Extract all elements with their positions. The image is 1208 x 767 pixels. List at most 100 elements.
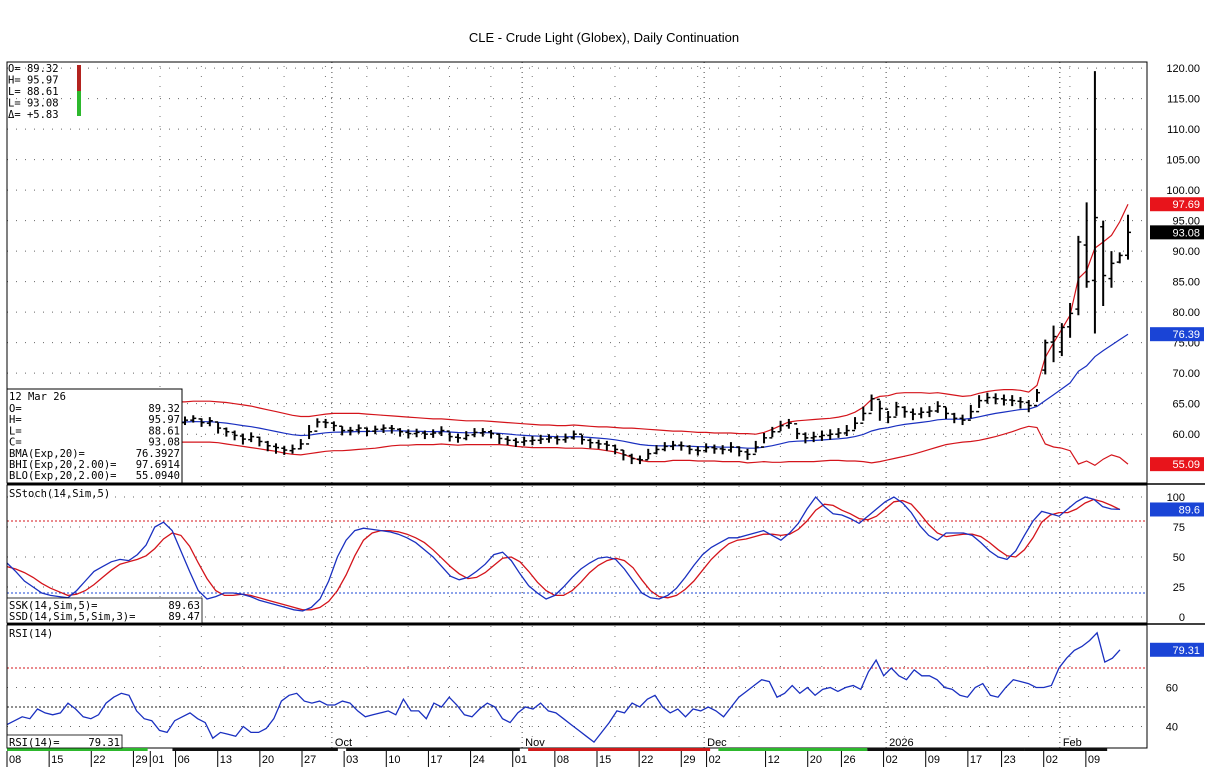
ssk-label: SSK(14,Sim,5)= — [9, 600, 98, 612]
ohlc-bar — [281, 445, 288, 455]
rsi-values-box — [6, 734, 123, 749]
bollinger-lower-line — [7, 425, 1129, 467]
info-boxes: O= 89.32H= 95.97L= 88.61L= 93.08Δ= +5.83… — [6, 63, 203, 749]
info-box-label: O= — [9, 403, 22, 415]
ohlc-bar — [744, 448, 751, 460]
ohlc-bar — [363, 427, 370, 437]
ohlc-bar — [612, 444, 619, 455]
time-strip-segment — [867, 748, 1025, 751]
time-strip-segment — [1024, 748, 1108, 751]
ohlc-bar — [1075, 235, 1082, 316]
stoch-value-tag-bg — [1150, 502, 1204, 517]
price-value-tag-text: 97.69 — [1172, 199, 1200, 211]
ohlc-bar — [587, 438, 594, 449]
ohlc-bar — [1000, 394, 1007, 406]
day-label: 24 — [473, 754, 485, 766]
price-tick-label: 120.00 — [1166, 63, 1200, 75]
price-tick-label: 105.00 — [1166, 155, 1200, 167]
info-box-value: 76.3927 — [136, 448, 180, 460]
bollinger-middle-line — [7, 333, 1129, 449]
day-label: 02 — [709, 754, 721, 766]
day-label: 15 — [51, 754, 63, 766]
ohlc-bar — [926, 406, 933, 418]
ohlc-bar — [785, 418, 792, 429]
month-label: Feb — [1063, 737, 1082, 749]
ohlc-bar — [1100, 220, 1107, 307]
ohlc-bar — [430, 429, 437, 438]
day-label: 09 — [1088, 754, 1100, 766]
ohlc-bar — [976, 395, 983, 413]
info-box-label: BLO(Exp,20,2.00)= — [9, 470, 116, 482]
chart-title: CLE - Crude Light (Globex), Daily Contin… — [468, 30, 740, 45]
price-value-tag: 76.39 — [1150, 327, 1204, 342]
rsi-value-text: 79.31 — [88, 737, 120, 749]
price-value-tag-bg — [1150, 327, 1204, 342]
ohlc-bar — [835, 428, 842, 438]
ohlc-bar — [206, 417, 213, 427]
ohlc-bar — [852, 417, 859, 432]
ohlc-bar — [678, 441, 685, 451]
day-label: 03 — [346, 754, 358, 766]
price-tick-label: 80.00 — [1172, 307, 1200, 319]
ohlc-bar — [1058, 323, 1065, 357]
price-value-tag: 93.08 — [1150, 225, 1204, 240]
ohlc-bar — [355, 424, 362, 434]
day-label: 08 — [557, 754, 569, 766]
bollinger-bands — [7, 203, 1129, 467]
ohlc-bar — [636, 455, 643, 465]
month-label: Oct — [335, 737, 352, 749]
info-box — [6, 388, 183, 484]
ohlc-bar — [719, 445, 726, 455]
ohlc-bar — [686, 445, 693, 455]
ohlc-bar — [653, 445, 660, 455]
ohlc-bar — [645, 448, 652, 461]
bollinger-upper-line — [7, 203, 1129, 435]
info-box-value: 89.32 — [148, 403, 180, 415]
info-box-label: BHI(Exp,20,2.00)= — [9, 459, 116, 471]
price-tick-label: 115.00 — [1167, 94, 1200, 106]
day-label: 09 — [928, 754, 940, 766]
ohlc-bar — [421, 430, 428, 440]
day-label: 08 — [9, 754, 21, 766]
ohlc-bar — [727, 442, 734, 453]
ohlc-bar — [967, 404, 974, 421]
day-label: 15 — [599, 754, 611, 766]
ohlc-bar — [454, 433, 461, 443]
price-tick-label: 110.00 — [1167, 124, 1200, 136]
month-label: 2026 — [889, 737, 913, 749]
ohlc-bar — [818, 430, 825, 441]
time-strip-segment — [528, 748, 711, 751]
ohlc-bar — [1050, 325, 1057, 363]
stoch-panel-frame — [6, 484, 1148, 624]
rsi-tick-label: 60 — [1166, 682, 1178, 694]
ohlc-bar — [521, 436, 528, 446]
price-tick-label: 60.00 — [1172, 429, 1200, 441]
day-label: 02 — [1046, 754, 1058, 766]
ohlc-bar — [570, 430, 577, 440]
axis-labels: 120.00 115.00 110.00 105.00 100.00 95.00 90.00… — [6, 63, 1204, 767]
ohlc-bar — [190, 415, 197, 423]
ohlc-bar — [992, 393, 999, 405]
grid-layer — [7, 62, 1147, 748]
info-box-label: H= — [9, 414, 22, 426]
price-tick-label: 70.00 — [1172, 368, 1200, 380]
ohlc-bar — [934, 401, 941, 413]
ohlc-bar — [951, 412, 958, 424]
day-label: 17 — [430, 754, 442, 766]
ohlc-bar — [198, 418, 205, 427]
info-box-value: 95.97 — [148, 414, 180, 426]
rsi-tick-label: 40 — [1166, 722, 1178, 734]
price-tick-label: 85.00 — [1172, 277, 1200, 289]
day-label: 12 — [768, 754, 780, 766]
rsi-line — [6, 631, 1121, 744]
rsi-panel-label: RSI(14) — [9, 628, 53, 640]
price-value-tag-bg — [1150, 457, 1204, 472]
ohlc-bar — [537, 434, 544, 444]
ohlc-bar — [388, 425, 395, 434]
price-tick-label: 100.00 — [1166, 185, 1200, 197]
ohlc-color-bar-down — [77, 91, 81, 116]
ohlc-bar — [330, 421, 337, 432]
ohlc-bar — [322, 418, 329, 429]
day-label: 23 — [1004, 754, 1016, 766]
ohlc-bar — [471, 428, 478, 438]
